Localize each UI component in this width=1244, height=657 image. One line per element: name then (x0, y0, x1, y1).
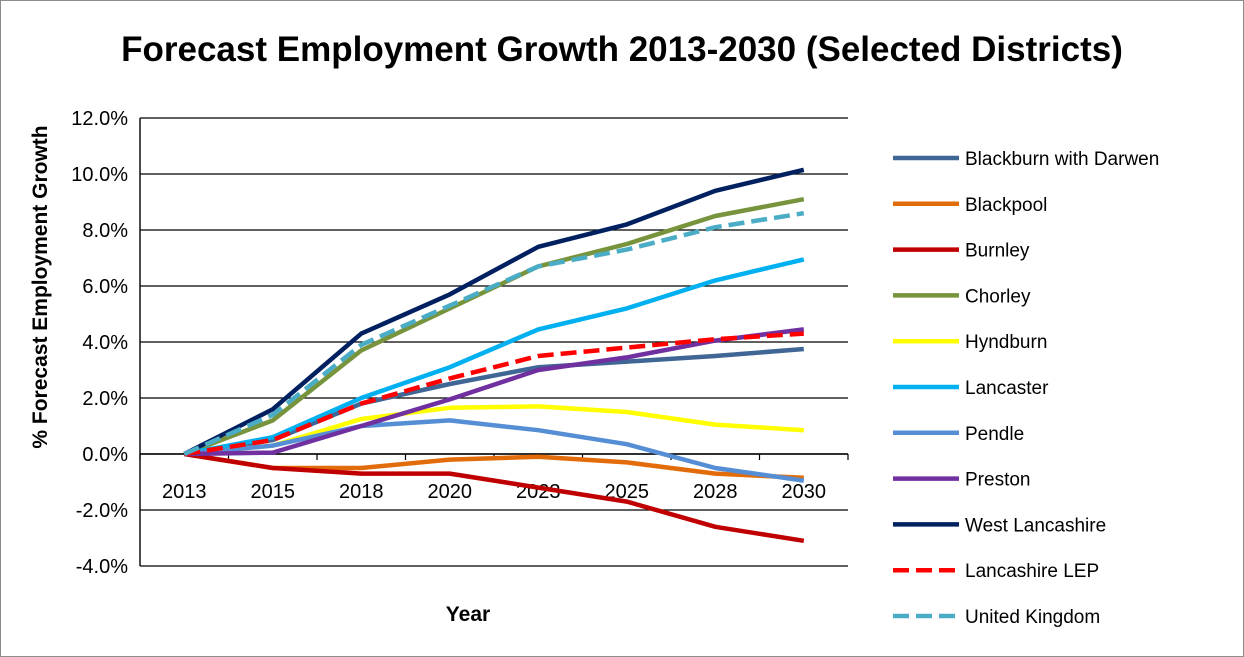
x-tick-label: 2028 (693, 481, 738, 503)
series-line-lancaster (183, 257, 805, 457)
legend-label-blackburn-with-darwen: Blackburn with Darwen (965, 149, 1159, 170)
y-tick-label: 2.0% (82, 388, 128, 410)
y-tick-labels: 12.0% 10.0% 8.0% 6.0% 4.0% 2.0% 0.0% -2.0% -4.0% (71, 108, 128, 578)
y-tick-label: 12.0% (71, 108, 128, 130)
y-axis-title: % Forecast Employment Growth (29, 125, 52, 448)
y-tick-label: -4.0% (76, 556, 128, 578)
series-line-lancashire-lep (183, 331, 804, 457)
x-tick-label: 2020 (428, 481, 473, 503)
x-tick-label: 2025 (605, 481, 650, 503)
legend-label-pendle: Pendle (965, 424, 1024, 445)
x-tick-label: 2013 (162, 481, 207, 503)
x-axis-title: Year (446, 603, 490, 626)
legend: Blackburn with Darwen Blackpool Burnley Cho… (893, 149, 1159, 628)
x-tick-label: 2015 (251, 481, 296, 503)
series-line-west-lancashire (183, 167, 805, 457)
legend-label-lancaster: Lancaster (965, 378, 1049, 399)
x-tick-label: 2030 (782, 481, 827, 503)
legend-label-united-kingdom: United Kingdom (965, 607, 1100, 628)
x-tick-labels: 2013 2015 2018 2020 2023 2025 2028 2030 (162, 481, 826, 503)
y-tick-label: 4.0% (82, 332, 128, 354)
legend-label-lancashire-lep: Lancashire LEP (965, 561, 1099, 582)
y-tick-label: 6.0% (82, 276, 128, 298)
series-lines (183, 167, 805, 544)
legend-label-burnley: Burnley (965, 241, 1030, 262)
legend-label-preston: Preston (965, 470, 1030, 491)
series-line-chorley (183, 196, 805, 457)
legend-label-hyndburn: Hyndburn (965, 332, 1047, 353)
y-tick-label: 0.0% (82, 444, 128, 466)
series-line-united-kingdom (183, 210, 805, 457)
legend-label-west-lancashire: West Lancashire (965, 515, 1106, 536)
chart-title: Forecast Employment Growth 2013-2030 (Se… (121, 30, 1123, 69)
y-tick-label: 10.0% (71, 164, 128, 186)
y-tick-label: 8.0% (82, 220, 128, 242)
x-tick-label: 2018 (339, 481, 384, 503)
series-line-preston (184, 327, 805, 457)
legend-label-blackpool: Blackpool (965, 195, 1047, 216)
legend-label-chorley: Chorley (965, 286, 1031, 307)
y-tick-label: -2.0% (76, 500, 128, 522)
series-line-pendle (184, 418, 805, 483)
series-line-burnley (183, 451, 805, 544)
